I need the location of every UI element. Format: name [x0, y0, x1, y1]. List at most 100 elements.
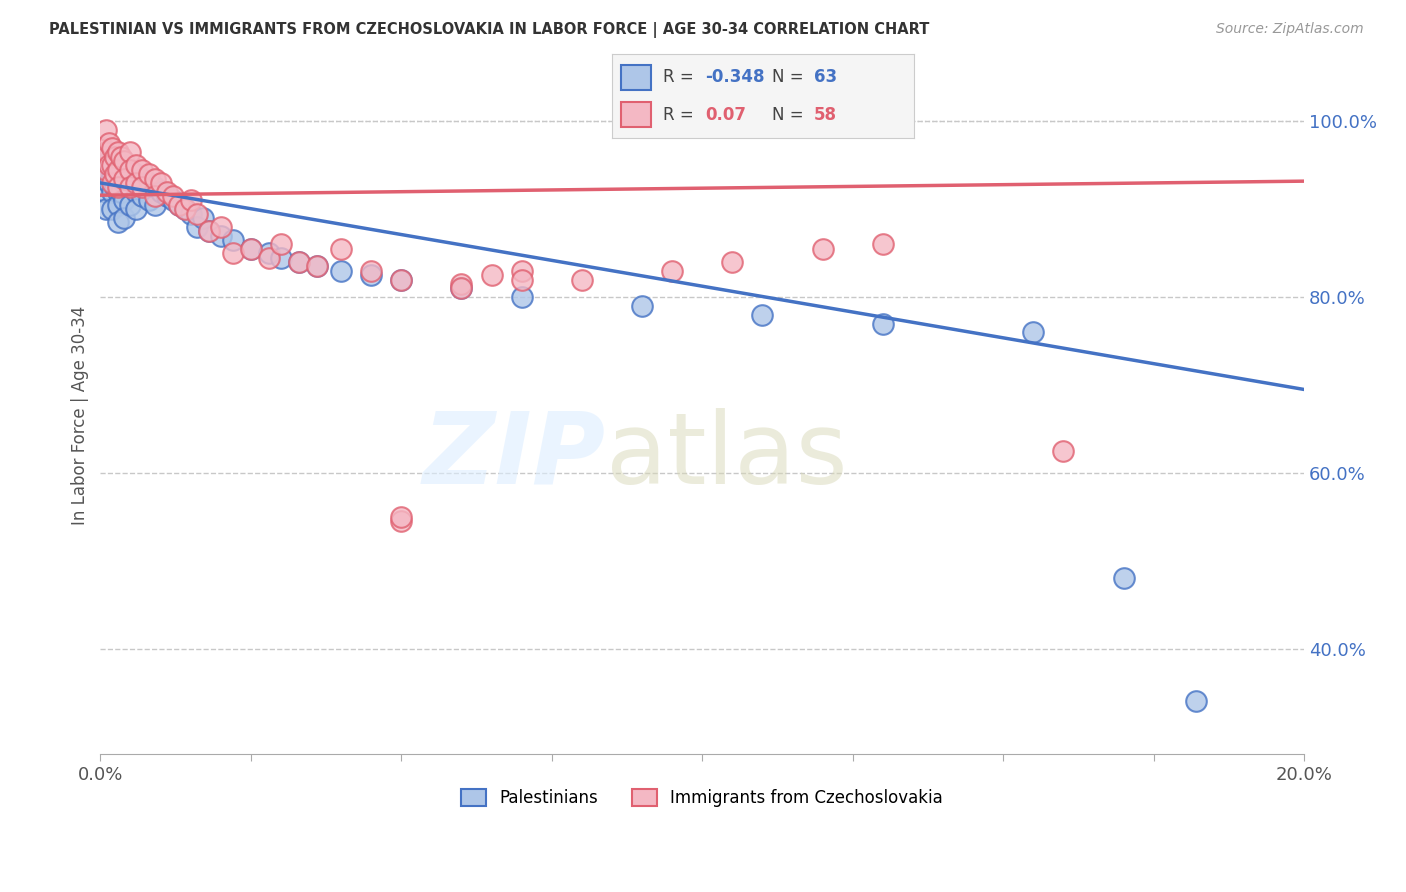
Point [96, 185, 118, 199]
Point [110, 185, 132, 199]
Point [125, 202, 148, 217]
Point [191, 211, 214, 225]
Point [571, 272, 593, 286]
Point [631, 299, 654, 313]
Point [222, 233, 245, 247]
Point [120, 180, 142, 194]
Point [98, 176, 121, 190]
Point [872, 237, 894, 252]
Point [101, 185, 124, 199]
Point [162, 189, 184, 203]
Point [450, 281, 472, 295]
Point [101, 176, 124, 190]
Text: Source: ZipAtlas.com: Source: ZipAtlas.com [1216, 22, 1364, 37]
Point [1112, 571, 1135, 585]
Point [872, 317, 894, 331]
Point [143, 189, 166, 203]
Text: 63: 63 [814, 69, 837, 87]
Point [149, 176, 172, 190]
Point [101, 167, 124, 181]
Point [389, 272, 412, 286]
Point [112, 153, 135, 168]
Point [661, 264, 683, 278]
Point [270, 251, 292, 265]
Point [96, 123, 118, 137]
Point [180, 207, 202, 221]
Point [330, 264, 353, 278]
Text: R =: R = [664, 105, 699, 123]
Point [93, 141, 115, 155]
Point [167, 198, 190, 212]
Point [811, 242, 834, 256]
Point [721, 255, 744, 269]
Point [209, 219, 232, 234]
Point [389, 514, 412, 528]
Point [180, 194, 202, 208]
Point [107, 153, 129, 168]
Point [104, 167, 127, 181]
Legend: Palestinians, Immigrants from Czechoslovakia: Palestinians, Immigrants from Czechoslov… [454, 782, 949, 814]
Point [125, 158, 148, 172]
Point [138, 167, 160, 181]
Point [93, 171, 115, 186]
Point [112, 194, 135, 208]
Point [125, 167, 148, 181]
Point [120, 198, 142, 212]
Point [510, 264, 533, 278]
Point [131, 171, 153, 186]
Point [101, 141, 124, 155]
Point [112, 171, 135, 186]
Point [510, 272, 533, 286]
Point [125, 185, 148, 199]
Point [305, 260, 328, 274]
Point [107, 215, 129, 229]
Point [751, 308, 773, 322]
Point [173, 202, 195, 217]
Point [107, 185, 129, 199]
Point [143, 198, 166, 212]
Point [288, 255, 311, 269]
Point [96, 145, 118, 160]
Point [104, 158, 127, 172]
Point [360, 268, 382, 283]
Point [197, 224, 219, 238]
Point [481, 268, 503, 283]
Point [1022, 326, 1045, 340]
Point [143, 180, 166, 194]
Point [257, 246, 280, 260]
Point [125, 176, 148, 190]
Point [186, 207, 208, 221]
Text: N =: N = [772, 105, 808, 123]
Point [120, 162, 142, 177]
Point [101, 149, 124, 163]
Point [131, 189, 153, 203]
Text: ZIP: ZIP [423, 408, 606, 505]
Point [167, 198, 190, 212]
Point [155, 189, 177, 203]
Point [96, 202, 118, 217]
Point [131, 180, 153, 194]
Point [270, 237, 292, 252]
Point [389, 272, 412, 286]
Point [96, 162, 118, 177]
Point [120, 145, 142, 160]
Point [389, 509, 412, 524]
Point [162, 194, 184, 208]
Point [120, 162, 142, 177]
Text: -0.348: -0.348 [706, 69, 765, 87]
Point [138, 194, 160, 208]
Point [101, 158, 124, 172]
Point [257, 251, 280, 265]
Point [450, 277, 472, 291]
Y-axis label: In Labor Force | Age 30-34: In Labor Force | Age 30-34 [72, 306, 89, 525]
Point [239, 242, 262, 256]
Point [186, 219, 208, 234]
Point [107, 162, 129, 177]
Point [107, 167, 129, 181]
Point [222, 246, 245, 260]
Text: PALESTINIAN VS IMMIGRANTS FROM CZECHOSLOVAKIA IN LABOR FORCE | AGE 30-34 CORRELA: PALESTINIAN VS IMMIGRANTS FROM CZECHOSLO… [49, 22, 929, 38]
Point [96, 167, 118, 181]
Point [110, 149, 132, 163]
FancyBboxPatch shape [620, 64, 651, 90]
Point [1052, 444, 1074, 458]
